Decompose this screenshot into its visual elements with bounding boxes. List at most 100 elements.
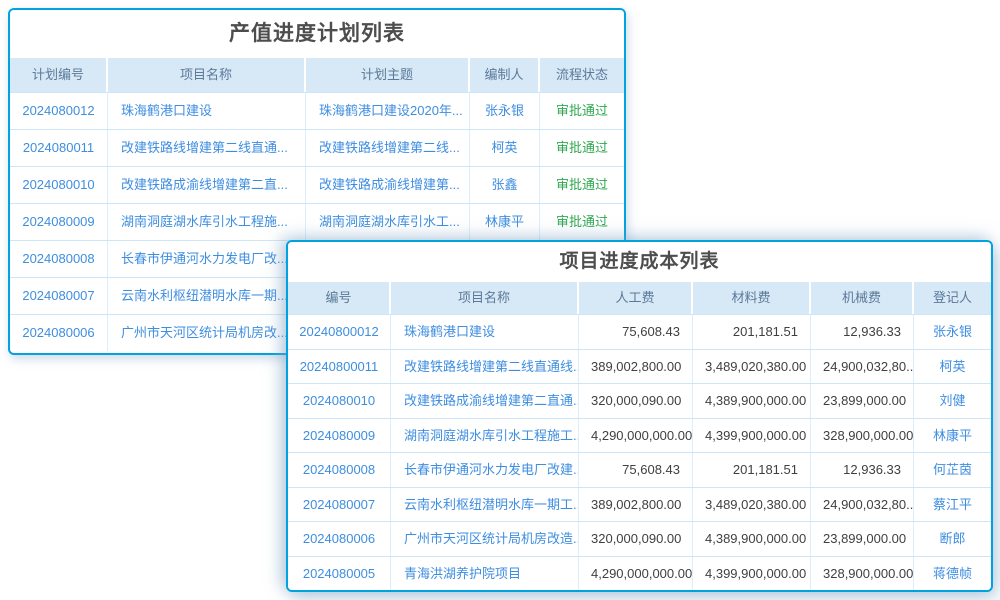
labor-cost-cell: 75,608.43 (579, 453, 693, 487)
plan-id-cell[interactable]: 2024080012 (10, 93, 108, 129)
registrant-cell: 断郎 (939, 531, 966, 546)
project-name-cell[interactable]: 湖南洞庭湖水库引水工程施... (108, 204, 306, 240)
labor-cost-cell: 389,002,800.00 (579, 349, 693, 383)
plan-id-cell[interactable]: 2024080011 (10, 130, 108, 166)
compiler-cell: 林康平 (470, 204, 540, 240)
registrant-cell: 何芷茵 (932, 462, 972, 477)
project-name-cell[interactable]: 云南水利枢纽潜明水库一期... (108, 278, 306, 314)
project-name-cell[interactable]: 青海洪湖养护院项目 (391, 556, 579, 590)
column-header-compiler: 编制人 (470, 58, 540, 92)
plan-table-header: 计划编号 项目名称 计划主题 编制人 流程状态 (10, 58, 624, 92)
table-row[interactable]: 20240800012 珠海鹤港口建设 75,608.43 201,181.51… (288, 314, 991, 349)
compiler-cell: 柯英 (470, 130, 540, 166)
plan-id-cell[interactable]: 2024080006 (10, 315, 108, 351)
table-row[interactable]: 2024080007 云南水利枢纽潜明水库一期工... 389,002,800.… (288, 486, 991, 521)
machine-cost-cell: 24,900,032,80... (811, 487, 914, 521)
registrant-cell: 蔡江平 (932, 496, 972, 512)
plan-id-cell[interactable]: 2024080010 (10, 167, 108, 203)
table-row[interactable]: 20240800011 改建铁路线增建第二线直通线... 389,002,800… (288, 348, 991, 383)
plan-theme-cell: 改建铁路成渝线增建第... (306, 167, 470, 203)
machine-cost-cell: 23,899,000.00 (811, 384, 914, 418)
compiler-cell: 张鑫 (470, 167, 540, 203)
material-cost-cell: 4,399,900,000.00 (693, 418, 811, 452)
material-cost-cell: 201,181.51 (693, 453, 811, 487)
table-row[interactable]: 2024080008 长春市伊通河水力发电厂改建... 75,608.43 20… (288, 452, 991, 487)
project-name-cell[interactable]: 长春市伊通河水力发电厂改建... (391, 453, 579, 487)
compiler-cell: 张永银 (470, 93, 540, 129)
status-cell: 审批通过 (555, 177, 608, 192)
labor-cost-cell: 4,290,000,000.00 (579, 556, 693, 590)
column-header-plan-id: 计划编号 (10, 58, 108, 92)
material-cost-cell: 201,181.51 (693, 315, 811, 349)
cost-table-panel: 项目进度成本列表 编号 项目名称 人工费 材料费 机械费 登记人 2024080… (286, 240, 993, 592)
column-header-material-cost: 材料费 (693, 282, 811, 314)
machine-cost-cell: 24,900,032,80... (811, 349, 914, 383)
table-row[interactable]: 2024080011 改建铁路线增建第二线直通... 改建铁路线增建第二线...… (10, 129, 624, 166)
column-header-machine-cost: 机械费 (811, 282, 914, 314)
machine-cost-cell: 23,899,000.00 (811, 522, 914, 556)
labor-cost-cell: 320,000,090.00 (579, 522, 693, 556)
column-header-flow-status: 流程状态 (555, 67, 608, 82)
status-cell: 审批通过 (555, 214, 608, 229)
labor-cost-cell: 389,002,800.00 (579, 487, 693, 521)
cost-id-cell[interactable]: 2024080008 (288, 453, 391, 487)
material-cost-cell: 4,389,900,000.00 (693, 384, 811, 418)
cost-id-cell[interactable]: 20240800012 (288, 315, 391, 349)
machine-cost-cell: 12,936.33 (811, 453, 914, 487)
material-cost-cell: 3,489,020,380.00 (693, 349, 811, 383)
project-name-cell[interactable]: 珠海鹤港口建设 (108, 93, 306, 129)
registrant-cell: 柯英 (939, 358, 966, 374)
column-header-project-name: 项目名称 (108, 58, 306, 92)
column-header-plan-theme: 计划主题 (306, 58, 470, 92)
project-name-cell[interactable]: 改建铁路成渝线增建第二直通... (391, 384, 579, 418)
plan-id-cell[interactable]: 2024080007 (10, 278, 108, 314)
table-row[interactable]: 2024080009 湖南洞庭湖水库引水工程施工... 4,290,000,00… (288, 417, 991, 452)
cost-id-cell[interactable]: 2024080005 (288, 556, 391, 590)
material-cost-cell: 4,389,900,000.00 (693, 522, 811, 556)
machine-cost-cell: 328,900,000.00 (811, 418, 914, 452)
material-cost-cell: 4,399,900,000.00 (693, 556, 811, 590)
labor-cost-cell: 4,290,000,000.00 (579, 418, 693, 452)
table-row[interactable]: 2024080010 改建铁路成渝线增建第二直... 改建铁路成渝线增建第...… (10, 166, 624, 203)
project-name-cell[interactable]: 珠海鹤港口建设 (391, 315, 579, 349)
project-name-cell[interactable]: 广州市天河区统计局机房改造... (391, 522, 579, 556)
project-name-cell[interactable]: 长春市伊通河水力发电厂改... (108, 241, 306, 277)
plan-id-cell[interactable]: 2024080009 (10, 204, 108, 240)
labor-cost-cell: 75,608.43 (579, 315, 693, 349)
labor-cost-cell: 320,000,090.00 (579, 384, 693, 418)
registrant-cell: 蒋德帧 (932, 565, 972, 581)
table-row[interactable]: 2024080009 湖南洞庭湖水库引水工程施... 湖南洞庭湖水库引水工...… (10, 203, 624, 240)
column-header-cost-id: 编号 (288, 282, 391, 314)
column-header-labor-cost: 人工费 (579, 282, 693, 314)
project-name-cell[interactable]: 改建铁路成渝线增建第二直... (108, 167, 306, 203)
material-cost-cell: 3,489,020,380.00 (693, 487, 811, 521)
plan-theme-cell: 湖南洞庭湖水库引水工... (306, 204, 470, 240)
table-row[interactable]: 2024080005 青海洪湖养护院项目 4,290,000,000.00 4,… (288, 555, 991, 590)
plan-id-cell[interactable]: 2024080008 (10, 241, 108, 277)
project-name-cell[interactable]: 云南水利枢纽潜明水库一期工... (391, 487, 579, 521)
registrant-cell: 林康平 (932, 427, 972, 443)
machine-cost-cell: 328,900,000.00 (811, 556, 914, 590)
column-header-registrant: 登记人 (932, 290, 972, 305)
registrant-cell: 张永银 (932, 324, 972, 339)
table-row[interactable]: 2024080006 广州市天河区统计局机房改造... 320,000,090.… (288, 521, 991, 556)
status-cell: 审批通过 (555, 103, 608, 118)
machine-cost-cell: 12,936.33 (811, 315, 914, 349)
cost-table-header: 编号 项目名称 人工费 材料费 机械费 登记人 (288, 282, 991, 314)
column-header-project-name: 项目名称 (391, 282, 579, 314)
project-name-cell[interactable]: 湖南洞庭湖水库引水工程施工... (391, 418, 579, 452)
cost-id-cell[interactable]: 2024080009 (288, 418, 391, 452)
table-row[interactable]: 2024080012 珠海鹤港口建设 珠海鹤港口建设2020年... 张永银 审… (10, 92, 624, 129)
cost-id-cell[interactable]: 2024080007 (288, 487, 391, 521)
cost-id-cell[interactable]: 20240800011 (288, 349, 391, 383)
plan-table-title: 产值进度计划列表 (10, 10, 624, 58)
cost-table-title: 项目进度成本列表 (288, 242, 991, 282)
cost-id-cell[interactable]: 2024080010 (288, 384, 391, 418)
project-name-cell[interactable]: 改建铁路线增建第二线直通线... (391, 349, 579, 383)
cost-id-cell[interactable]: 2024080006 (288, 522, 391, 556)
project-name-cell[interactable]: 广州市天河区统计局机房改... (108, 315, 306, 351)
plan-theme-cell: 珠海鹤港口建设2020年... (306, 93, 470, 129)
table-row[interactable]: 2024080010 改建铁路成渝线增建第二直通... 320,000,090.… (288, 383, 991, 418)
project-name-cell[interactable]: 改建铁路线增建第二线直通... (108, 130, 306, 166)
